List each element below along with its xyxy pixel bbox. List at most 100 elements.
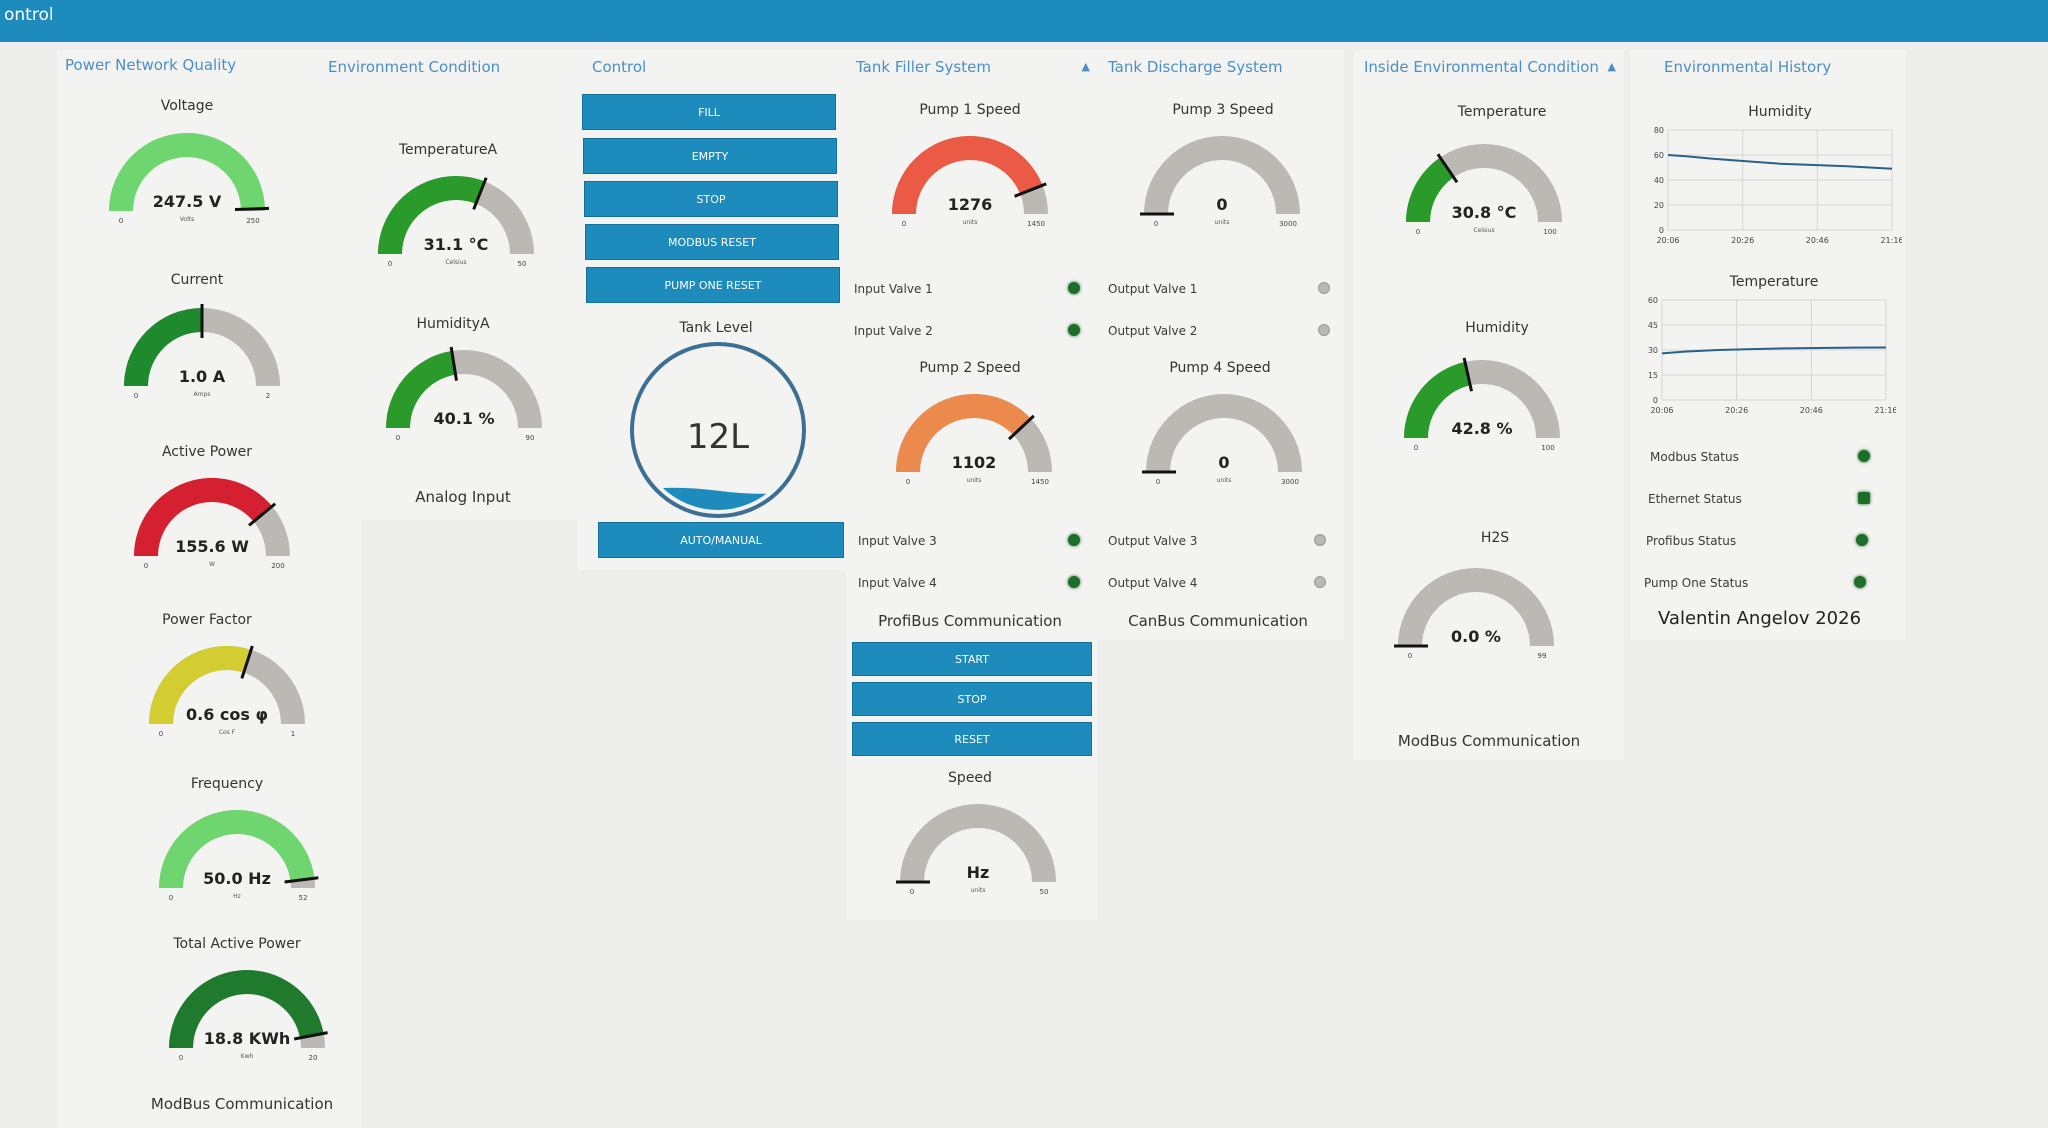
gauge-min: 0 — [1408, 652, 1412, 660]
gauge-min: 0 — [119, 217, 123, 225]
output-valve-4-led — [1314, 576, 1326, 588]
y-tick-label: 15 — [1648, 371, 1658, 380]
current-label: Current — [170, 272, 224, 288]
gauge-track — [1398, 568, 1554, 646]
current-gauge: 1.0 A Amps 0 2 — [112, 300, 292, 416]
pump-3-speed-label: Pump 3 Speed — [1172, 102, 1274, 118]
humidity-label: Humidity — [1465, 320, 1529, 336]
pump-one-reset-button[interactable]: PUMP ONE RESET — [586, 267, 840, 303]
group-title: Environment Condition — [328, 58, 501, 76]
collapse-caret-icon[interactable]: ▲ — [1081, 60, 1090, 73]
collapse-caret-icon[interactable]: ▲ — [1607, 60, 1616, 73]
gauge-max: 250 — [246, 217, 259, 225]
h2s-label: H2S — [1480, 530, 1510, 546]
temperature-a-label: TemperatureA — [398, 142, 498, 158]
gauge-needle — [1462, 357, 1473, 392]
profibus-stop-button[interactable]: STOP — [852, 682, 1092, 716]
y-tick-label: 30 — [1648, 346, 1658, 355]
frequency-label: Frequency — [190, 776, 264, 792]
gauge-max: 50 — [1040, 888, 1049, 896]
modbus-communication-label: ModBus Communication — [150, 1095, 334, 1113]
tank-level-label: Tank Level — [679, 320, 753, 336]
total-active-power-gauge: 18.8 KWh Kwh 0 20 — [157, 962, 337, 1078]
gauge-min: 0 — [179, 1054, 183, 1062]
gauge-units: Cos F — [219, 729, 236, 736]
gauge-units: Volts — [180, 216, 194, 223]
group-tank-discharge-system: Tank Discharge System Pump 3 Speed 0 unit… — [1098, 50, 1344, 640]
modbus-communication-label: ModBus Communication — [1397, 732, 1581, 750]
pump-one-status-label: Pump One Status — [1644, 576, 1749, 590]
humidity-a-gauge: 40.1 % 0 90 — [374, 342, 554, 458]
gauge-units: units — [963, 219, 978, 226]
gauge-needle — [1436, 153, 1459, 184]
gauge-needle — [248, 502, 277, 527]
gauge-min: 0 — [388, 260, 392, 268]
gauge-value: 155.6 W — [175, 537, 249, 556]
modbus-status-label: Modbus Status — [1650, 450, 1739, 464]
tank-level-gauge: 12L — [630, 342, 806, 518]
gauge-needle — [1007, 414, 1035, 441]
gauge-value: Hz — [967, 863, 990, 882]
voltage-gauge: 247.5 V Volts 0 250 — [97, 125, 277, 241]
author-credit: Valentin Angelov 2026 — [1658, 608, 1862, 629]
pump-1-speed-label: Pump 1 Speed — [919, 102, 1021, 118]
x-tick-label: 20:46 — [1800, 406, 1823, 415]
voltage-label: Voltage — [160, 98, 214, 114]
gauge-value: 1102 — [952, 453, 997, 472]
output-valve-4-label: Output Valve 4 — [1108, 576, 1198, 590]
power-factor-label: Power Factor — [162, 612, 252, 628]
speed-gauge: Hz units 0 50 — [888, 796, 1068, 912]
x-tick-label: 20:46 — [1806, 236, 1829, 245]
gauge-needle — [284, 876, 319, 884]
gauge-track — [900, 804, 1056, 882]
pump-4-speed-label: Pump 4 Speed — [1169, 360, 1271, 376]
analog-input-label: Analog Input — [415, 488, 511, 506]
temperature-a-gauge: 31.1 °C Celsius 0 50 — [366, 168, 546, 284]
input-valve-1-led — [1068, 282, 1080, 294]
gauge-units: units — [1215, 219, 1230, 226]
ethernet-status-led — [1858, 492, 1870, 504]
top-bar: ontrol — [0, 0, 2048, 42]
input-valve-1-label: Input Valve 1 — [854, 282, 933, 296]
input-valve-4-led — [1068, 576, 1080, 588]
gauge-max: 1 — [291, 730, 295, 738]
gauge-max: 90 — [526, 434, 535, 442]
pump-4-speed-gauge: 0 units 0 3000 — [1134, 386, 1314, 502]
gauge-min: 0 — [1154, 220, 1158, 228]
profibus-start-button[interactable]: START — [852, 642, 1092, 676]
gauge-max: 20 — [309, 1054, 318, 1062]
gauge-min: 0 — [1414, 444, 1418, 452]
gauge-units: Hz — [233, 893, 241, 900]
temperature-chart: Temperature 0 15 30 45 60 20:06 20:26 20:46 21:16 — [1648, 274, 1896, 415]
gauge-needle — [449, 346, 458, 381]
gauge-fill — [1404, 361, 1471, 438]
gauge-max: 200 — [271, 562, 284, 570]
empty-button[interactable]: EMPTY — [583, 138, 837, 174]
canbus-communication-label: CanBus Communication — [1128, 612, 1308, 630]
x-tick-label: 20:26 — [1731, 236, 1754, 245]
auto-manual-button[interactable]: AUTO/MANUAL — [598, 522, 844, 558]
gauge-value: 0 — [1216, 195, 1227, 214]
active-power-gauge: 155.6 W W 0 200 — [122, 470, 302, 586]
gauge-max: 50 — [518, 260, 527, 268]
gauge-min: 0 — [396, 434, 400, 442]
y-tick-label: 0 — [1659, 226, 1664, 235]
x-tick-label: 20:26 — [1725, 406, 1748, 415]
gauge-value: 247.5 V — [153, 192, 222, 211]
gauge-value: 0.0 % — [1451, 627, 1501, 646]
gauge-units: units — [1217, 477, 1232, 484]
x-tick-label: 20:06 — [1650, 406, 1673, 415]
gauge-fill — [159, 810, 315, 888]
ethernet-status-label: Ethernet Status — [1648, 492, 1742, 506]
fill-button[interactable]: FILL — [582, 94, 836, 130]
stop-button[interactable]: STOP — [584, 181, 838, 217]
gauge-value: 1276 — [948, 195, 993, 214]
modbus-reset-button[interactable]: MODBUS RESET — [585, 224, 839, 260]
gauge-fill — [1406, 157, 1454, 222]
gauge-min: 0 — [1416, 228, 1420, 236]
humidity-a-label: HumidityA — [416, 316, 490, 332]
gauge-units: units — [967, 477, 982, 484]
group-title: Tank Discharge System — [1108, 58, 1283, 76]
pump-one-status-led — [1854, 576, 1866, 588]
profibus-reset-button[interactable]: RESET — [852, 722, 1092, 756]
